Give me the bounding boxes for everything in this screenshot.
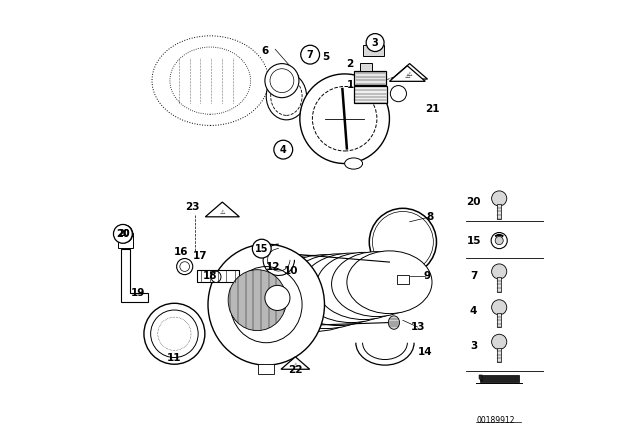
Text: 10: 10: [284, 266, 298, 276]
Text: 9: 9: [424, 271, 431, 280]
Circle shape: [144, 303, 205, 364]
Circle shape: [265, 285, 290, 310]
Bar: [497, 277, 502, 292]
Text: 19: 19: [131, 289, 145, 298]
Ellipse shape: [228, 270, 287, 331]
Circle shape: [300, 74, 390, 164]
Text: 15: 15: [467, 236, 481, 246]
Bar: [497, 313, 502, 327]
Text: 00189912: 00189912: [477, 416, 515, 425]
Circle shape: [177, 258, 193, 275]
Text: 7: 7: [307, 50, 314, 60]
Ellipse shape: [255, 255, 372, 332]
Text: 2: 2: [346, 59, 354, 69]
Text: 4: 4: [470, 306, 477, 316]
Circle shape: [180, 262, 189, 271]
Circle shape: [301, 45, 319, 64]
Polygon shape: [281, 357, 310, 369]
Circle shape: [274, 140, 292, 159]
Circle shape: [150, 310, 198, 358]
Text: 8: 8: [426, 212, 433, 222]
Text: 18: 18: [203, 271, 218, 280]
Text: 3: 3: [372, 38, 378, 47]
Polygon shape: [389, 66, 425, 82]
Circle shape: [495, 237, 503, 245]
Circle shape: [113, 224, 132, 243]
Text: 23: 23: [185, 202, 200, 212]
Text: 16: 16: [174, 247, 188, 257]
Text: ⚠: ⚠: [404, 74, 410, 79]
FancyBboxPatch shape: [353, 86, 387, 103]
Circle shape: [492, 300, 507, 315]
Ellipse shape: [152, 36, 269, 125]
FancyBboxPatch shape: [258, 364, 275, 374]
Ellipse shape: [388, 316, 399, 329]
Ellipse shape: [345, 158, 362, 169]
Text: ⚠: ⚠: [220, 210, 225, 215]
Polygon shape: [481, 375, 520, 382]
Text: 21: 21: [425, 104, 439, 114]
Text: ⚠: ⚠: [292, 363, 298, 368]
Ellipse shape: [211, 271, 221, 283]
Ellipse shape: [170, 47, 251, 114]
Text: ⚠: ⚠: [407, 72, 412, 77]
Polygon shape: [121, 249, 148, 302]
FancyBboxPatch shape: [118, 233, 132, 248]
Circle shape: [252, 239, 271, 258]
Circle shape: [492, 191, 507, 206]
Text: 14: 14: [418, 347, 433, 357]
Text: 20: 20: [467, 198, 481, 207]
Circle shape: [390, 86, 406, 102]
Text: 4: 4: [280, 145, 287, 155]
Circle shape: [372, 211, 433, 272]
Ellipse shape: [332, 252, 422, 317]
Circle shape: [265, 64, 299, 98]
Bar: [497, 204, 502, 219]
FancyBboxPatch shape: [360, 63, 371, 71]
Text: 13: 13: [410, 322, 425, 332]
Polygon shape: [205, 202, 239, 217]
Text: 1: 1: [347, 80, 354, 90]
Ellipse shape: [266, 73, 307, 120]
Text: 11: 11: [167, 353, 182, 363]
Circle shape: [491, 233, 508, 249]
Circle shape: [369, 208, 436, 276]
Bar: [497, 348, 502, 362]
Circle shape: [158, 317, 191, 350]
Text: 3: 3: [470, 341, 477, 351]
Ellipse shape: [301, 253, 402, 323]
Polygon shape: [392, 64, 428, 79]
Text: 20: 20: [116, 229, 130, 239]
Ellipse shape: [208, 244, 324, 365]
Ellipse shape: [285, 254, 392, 326]
Text: 12: 12: [266, 262, 280, 271]
Polygon shape: [479, 375, 482, 382]
Text: 6: 6: [261, 46, 269, 56]
Ellipse shape: [316, 252, 412, 319]
Text: 22: 22: [288, 365, 303, 375]
FancyBboxPatch shape: [197, 270, 239, 282]
Circle shape: [492, 334, 507, 349]
Text: 5: 5: [322, 52, 330, 62]
Circle shape: [492, 264, 507, 279]
Ellipse shape: [347, 251, 432, 314]
Text: 20: 20: [118, 229, 129, 238]
Text: 17: 17: [193, 251, 208, 261]
Circle shape: [115, 225, 132, 243]
Ellipse shape: [270, 254, 381, 328]
Circle shape: [270, 69, 294, 93]
Text: 7: 7: [470, 271, 477, 280]
Ellipse shape: [271, 77, 302, 116]
Circle shape: [366, 34, 384, 52]
FancyBboxPatch shape: [397, 275, 409, 284]
Circle shape: [312, 86, 377, 151]
Text: 15: 15: [255, 244, 269, 254]
FancyBboxPatch shape: [355, 71, 387, 85]
FancyBboxPatch shape: [364, 45, 383, 56]
Ellipse shape: [230, 267, 302, 343]
